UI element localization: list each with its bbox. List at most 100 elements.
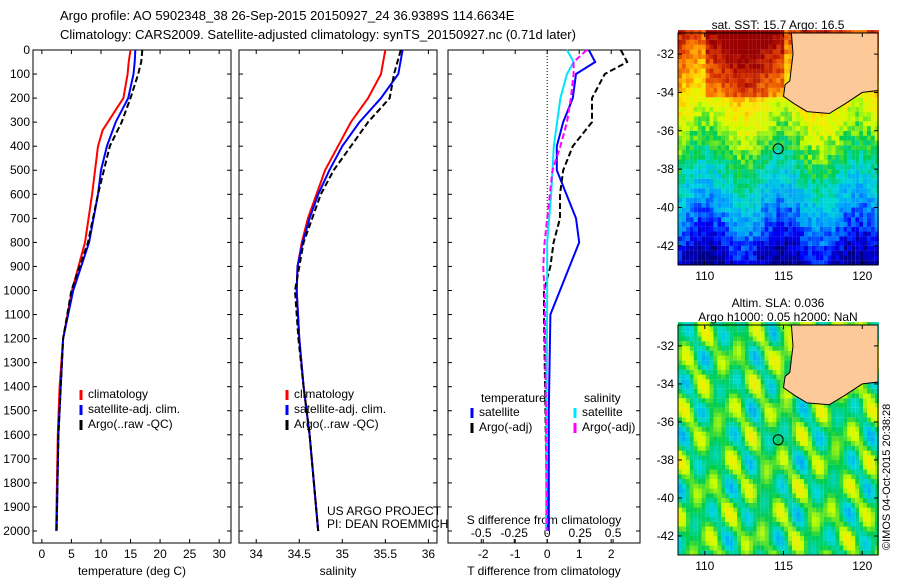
map-cell (733, 336, 738, 342)
map-cell (859, 164, 864, 170)
map-cell (756, 106, 761, 112)
map-cell (772, 231, 777, 237)
x-tick-label: 30 (212, 547, 226, 561)
map-cell (729, 34, 734, 40)
map-cell (811, 426, 816, 432)
map-cell (709, 145, 714, 151)
map-cell (780, 231, 785, 237)
map-cell (685, 97, 690, 103)
map-cell (815, 531, 820, 537)
map-cell (697, 407, 702, 413)
map-cell (819, 502, 824, 508)
map-cell (697, 140, 702, 146)
map-cell (721, 393, 726, 399)
map-cell (709, 369, 714, 375)
map-cell (701, 450, 706, 456)
map-cell (804, 545, 808, 551)
map-cell (776, 87, 781, 93)
map-cell (713, 426, 718, 432)
map-cell (685, 488, 690, 494)
map-cell (701, 531, 706, 537)
map-cell (756, 364, 761, 370)
map-cell (701, 517, 706, 522)
map-cell (752, 383, 757, 389)
map-cell (776, 512, 781, 518)
map-cell (827, 540, 832, 546)
map-cell (678, 398, 682, 404)
map-cell (733, 154, 738, 160)
map-cell (697, 488, 702, 494)
map-cell (827, 140, 832, 146)
map-cell (744, 140, 749, 146)
map-cell (725, 417, 730, 423)
map-cell (733, 388, 738, 394)
map-cell (693, 226, 698, 232)
map-cell (678, 97, 682, 103)
map-cell (756, 183, 761, 189)
map-cell (760, 369, 765, 375)
map-cell (847, 169, 852, 174)
map-cell (784, 130, 789, 136)
map-cell (717, 412, 722, 418)
map-cell (768, 331, 773, 337)
map-cell (756, 540, 761, 546)
map-cell (870, 140, 875, 146)
map-cell (685, 469, 690, 475)
map-cell (733, 464, 738, 470)
axes-box (32, 49, 232, 544)
map-cell (748, 97, 753, 103)
map-cell (752, 159, 757, 165)
map-cell (760, 135, 765, 141)
map-cell (748, 236, 753, 242)
map-cell (705, 441, 710, 446)
map-cell (764, 374, 769, 380)
map-cell (780, 331, 785, 337)
map-cell (776, 345, 781, 351)
map-cell (874, 202, 879, 208)
map-cell (741, 374, 745, 380)
y-tick-label: 600 (10, 187, 30, 201)
map-cell (764, 197, 769, 203)
map-cell (689, 436, 694, 442)
map-cell (748, 221, 753, 227)
map-cell (733, 44, 738, 50)
map-cell (721, 54, 726, 59)
map-cell (717, 464, 722, 470)
map-cell (804, 483, 808, 489)
map-cell (713, 498, 718, 503)
map-cell (823, 236, 828, 242)
map-cell (729, 121, 734, 127)
map-cell (851, 488, 856, 494)
map-cell (741, 469, 745, 475)
map-cell (764, 193, 769, 198)
map-cell (721, 355, 726, 361)
map-cell (705, 130, 710, 136)
map-cell (721, 97, 726, 103)
map-cell (721, 82, 726, 88)
map-cell (800, 483, 804, 489)
map-cell (678, 183, 682, 189)
map-cell (693, 517, 698, 522)
map-cell (760, 116, 765, 122)
map-cell (796, 150, 801, 155)
map-cell (733, 202, 738, 208)
map-cell (819, 550, 824, 556)
map-cell (748, 421, 753, 427)
map-cell (807, 121, 812, 127)
map-cell (780, 34, 785, 40)
map-cell (693, 441, 698, 446)
map-cell (752, 364, 757, 370)
map-cell (748, 102, 753, 107)
map-cell (717, 135, 722, 141)
map-cell (693, 207, 698, 213)
map-cell (772, 116, 777, 122)
map-cell (705, 159, 710, 165)
map-cell (705, 44, 710, 50)
map-cell (693, 183, 698, 189)
map-cell (678, 130, 682, 136)
map-cell (681, 197, 686, 203)
x-axis-label: T difference from climatology (467, 564, 621, 578)
map-cell (681, 178, 686, 184)
map-cell (827, 412, 832, 418)
map-cell (800, 469, 804, 475)
